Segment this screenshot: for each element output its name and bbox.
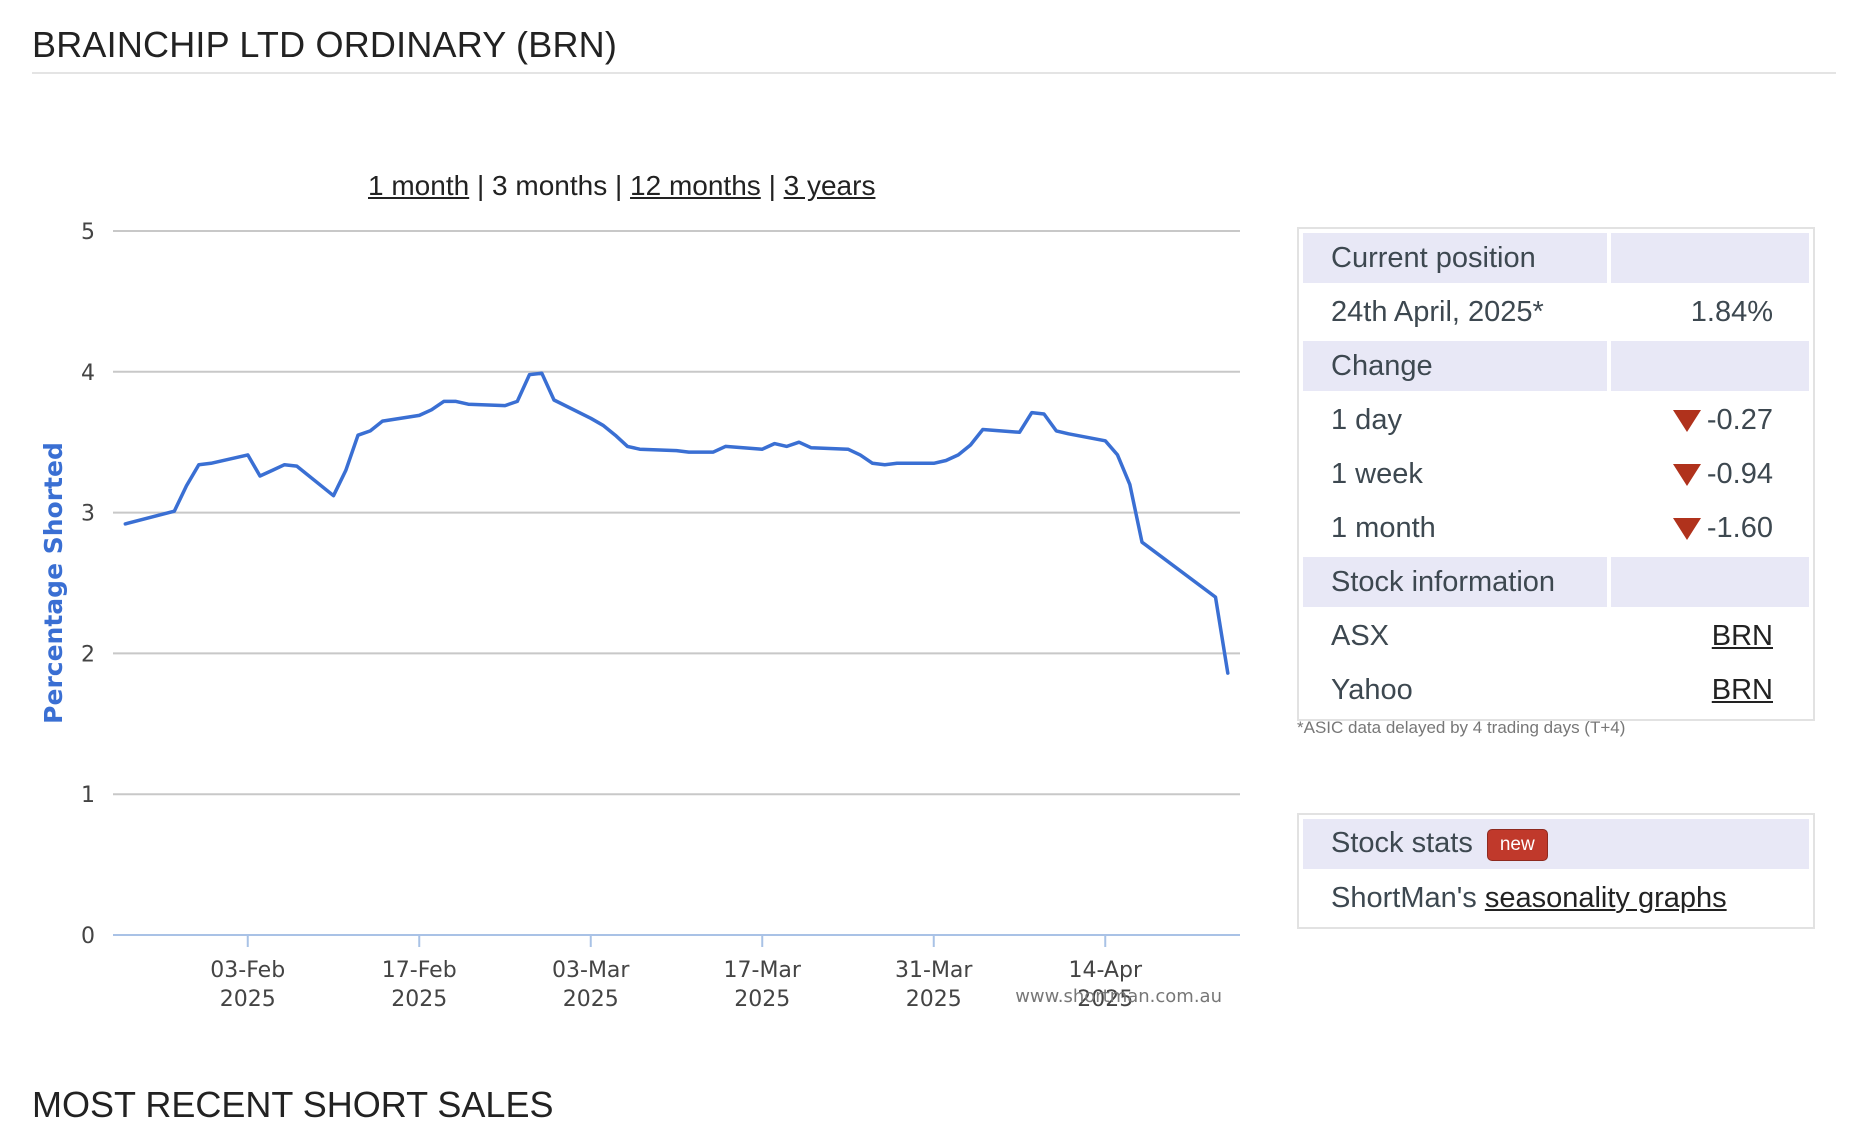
change-1-day-value: -0.27 bbox=[1611, 395, 1809, 445]
x-tick-year-label: 2025 bbox=[1077, 987, 1133, 1012]
title-divider bbox=[32, 72, 1836, 74]
x-tick-label: 03-Mar bbox=[552, 958, 630, 983]
x-tick-year-label: 2025 bbox=[906, 987, 962, 1012]
down-arrow-icon bbox=[1672, 409, 1701, 432]
change-1-week-label: 1 week bbox=[1331, 457, 1423, 490]
y-tick-label: 5 bbox=[81, 220, 95, 245]
down-arrow-icon bbox=[1672, 463, 1701, 486]
stock-stats-header: Stock stats new bbox=[1303, 819, 1809, 869]
time-range-selector: 1 month | 3 months | 12 months | 3 years bbox=[368, 170, 875, 202]
range-3-months-current: 3 months bbox=[492, 170, 608, 201]
new-badge: new bbox=[1486, 828, 1548, 861]
page-title: BRAINCHIP LTD ORDINARY (BRN) bbox=[32, 24, 618, 65]
range-12-months-link[interactable]: 12 months bbox=[630, 170, 761, 201]
recent-short-sales-heading: MOST RECENT SHORT SALES bbox=[32, 1084, 554, 1125]
change-1-month-label: 1 month bbox=[1331, 511, 1436, 544]
x-tick-label: 14-Apr bbox=[1068, 958, 1142, 983]
x-tick-year-label: 2025 bbox=[220, 987, 276, 1012]
position-value: 1.84% bbox=[1690, 295, 1773, 328]
change-1-month-value: -1.60 bbox=[1611, 503, 1809, 553]
stock-stats-title: Stock stats bbox=[1331, 827, 1473, 860]
position-panel: Current position 24th April, 2025* 1.84%… bbox=[1297, 227, 1815, 721]
y-tick-label: 4 bbox=[81, 361, 95, 386]
yahoo-label: Yahoo bbox=[1331, 673, 1413, 706]
asx-code-link[interactable]: BRN bbox=[1711, 619, 1773, 652]
change-value-text: -0.27 bbox=[1706, 403, 1773, 436]
header-spacer bbox=[1611, 557, 1809, 607]
current-position-header: Current position bbox=[1303, 233, 1608, 283]
stock-information-header: Stock information bbox=[1303, 557, 1608, 607]
x-tick-year-label: 2025 bbox=[563, 987, 619, 1012]
x-tick-label: 17-Mar bbox=[724, 958, 802, 983]
range-3-years-link[interactable]: 3 years bbox=[783, 170, 876, 201]
y-tick-label: 3 bbox=[81, 502, 95, 527]
stock-stats-panel: Stock stats new ShortMan's seasonality gr… bbox=[1297, 813, 1815, 929]
change-value-text: -1.60 bbox=[1706, 511, 1773, 544]
x-tick-label: 31-Mar bbox=[895, 958, 973, 983]
change-value-text: -0.94 bbox=[1706, 457, 1773, 490]
y-tick-label: 2 bbox=[81, 642, 95, 667]
seasonality-row: ShortMan's seasonality graphs bbox=[1303, 873, 1809, 923]
change-header: Change bbox=[1303, 341, 1608, 391]
header-spacer bbox=[1611, 233, 1809, 283]
y-axis-title: Percentage Shorted bbox=[39, 442, 68, 724]
position-date: 24th April, 2025* bbox=[1331, 295, 1544, 328]
range-separator: | bbox=[768, 170, 776, 201]
chart-watermark: www.shortman.com.au bbox=[1015, 986, 1222, 1007]
x-tick-label: 03-Feb bbox=[210, 958, 285, 983]
range-separator: | bbox=[476, 170, 485, 201]
asic-delay-note: *ASIC data delayed by 4 trading days (T+… bbox=[1297, 718, 1626, 737]
yahoo-code-link[interactable]: BRN bbox=[1711, 673, 1773, 706]
y-tick-label: 1 bbox=[81, 783, 95, 808]
asx-code-cell: BRN bbox=[1611, 611, 1809, 661]
asx-label: ASX bbox=[1331, 619, 1390, 652]
range-separator: | bbox=[614, 170, 623, 201]
seasonality-graphs-link[interactable]: seasonality graphs bbox=[1484, 881, 1727, 914]
series-line bbox=[123, 371, 1230, 675]
down-arrow-icon bbox=[1672, 517, 1701, 540]
short-percentage-chart: 0 1 2 3 4 5 03-Feb 2025 17-Feb 2025 03-Mar 2025 17-M… bbox=[39, 220, 1240, 1012]
range-1-month-link[interactable]: 1 month bbox=[368, 170, 470, 201]
x-tick-year-label: 2025 bbox=[391, 987, 447, 1012]
yahoo-code-cell: BRN bbox=[1611, 665, 1809, 715]
x-tick-year-label: 2025 bbox=[734, 987, 790, 1012]
y-tick-label: 0 bbox=[81, 924, 95, 949]
change-1-day-label: 1 day bbox=[1331, 403, 1402, 436]
change-1-week-value: -0.94 bbox=[1611, 449, 1809, 499]
seasonality-prefix: ShortMan's bbox=[1331, 881, 1477, 914]
header-spacer bbox=[1611, 341, 1809, 391]
x-tick-label: 17-Feb bbox=[382, 958, 457, 983]
